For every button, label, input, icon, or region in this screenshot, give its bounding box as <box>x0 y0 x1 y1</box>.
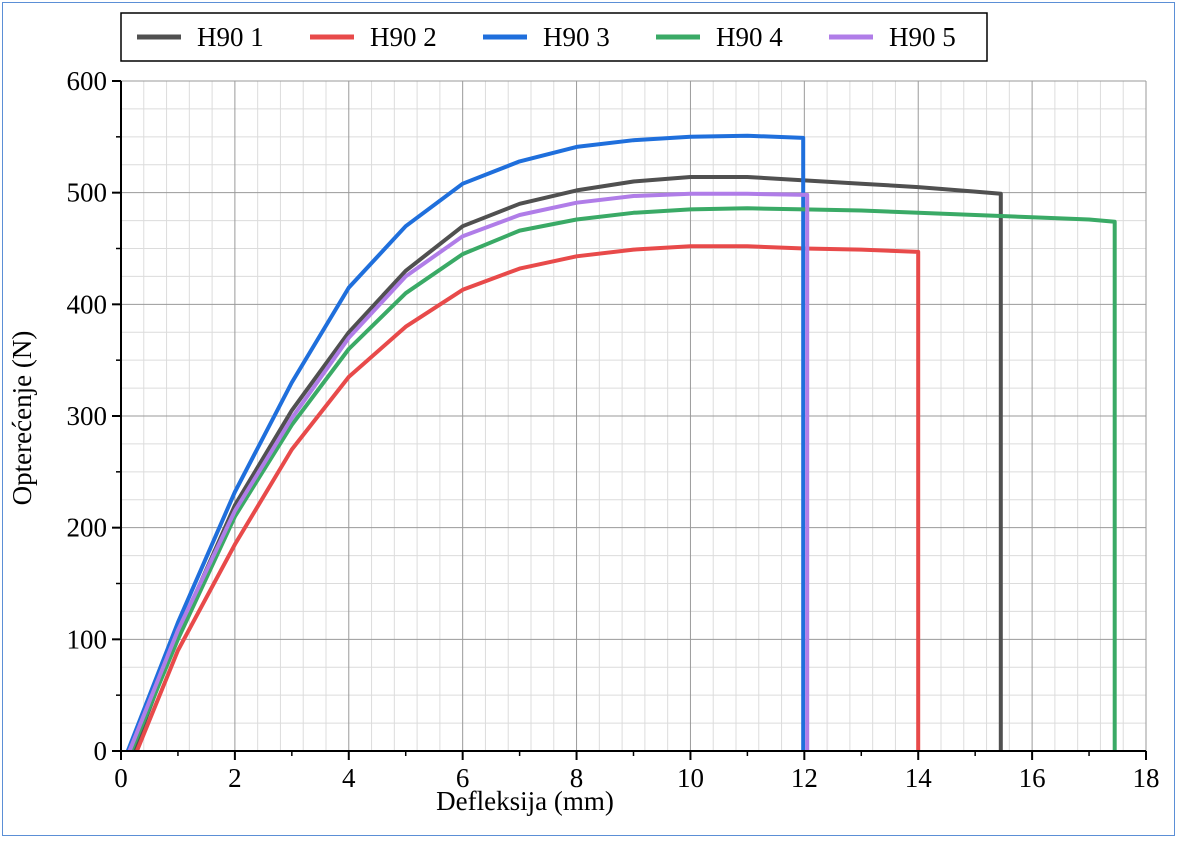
x-tick-label: 14 <box>905 763 933 793</box>
series-layer <box>125 133 1117 752</box>
series-line-3 <box>125 133 806 752</box>
axes <box>112 80 1147 760</box>
x-axis-label: Defleksija (mm) <box>436 786 614 816</box>
y-tick-label: 600 <box>67 66 108 96</box>
y-tick-label: 100 <box>67 624 108 654</box>
legend-label: H90 3 <box>543 22 610 52</box>
x-tick-label: 8 <box>570 763 584 793</box>
series-line-1 <box>131 175 1003 752</box>
legend: H90 1 H90 2 H90 3 H90 4 H90 5 <box>120 12 988 62</box>
y-tick-label: 500 <box>67 178 108 208</box>
x-tick-label: 16 <box>1019 763 1046 793</box>
x-tick-label: 2 <box>228 763 242 793</box>
series-line-2 <box>135 244 921 752</box>
x-tick-label: 4 <box>342 763 356 793</box>
series-line-4 <box>129 206 1117 752</box>
y-tick-label: 300 <box>67 401 108 431</box>
y-tick-label: 200 <box>67 513 108 543</box>
legend-label: H90 5 <box>889 22 956 52</box>
x-tick-label: 10 <box>677 763 704 793</box>
y-tick-label: 400 <box>67 289 108 319</box>
chart-svg: 0 2 4 6 8 10 12 14 16 18 0 100 200 300 400 500 600 Defle… <box>7 12 1160 816</box>
x-tick-label: 0 <box>114 763 128 793</box>
x-tick-label: 18 <box>1133 763 1160 793</box>
legend-label: H90 4 <box>716 22 783 52</box>
series-line-5 <box>127 191 810 752</box>
x-tick-label: 12 <box>791 763 818 793</box>
y-axis-label: Opterećenje (N) <box>7 331 37 506</box>
y-tick-label: 0 <box>94 736 108 766</box>
x-tick-label: 6 <box>456 763 470 793</box>
legend-label: H90 2 <box>370 22 437 52</box>
tick-labels: 0 2 4 6 8 10 12 14 16 18 0 100 200 300 400 500 600 <box>67 66 1160 793</box>
legend-label: H90 1 <box>197 22 264 52</box>
